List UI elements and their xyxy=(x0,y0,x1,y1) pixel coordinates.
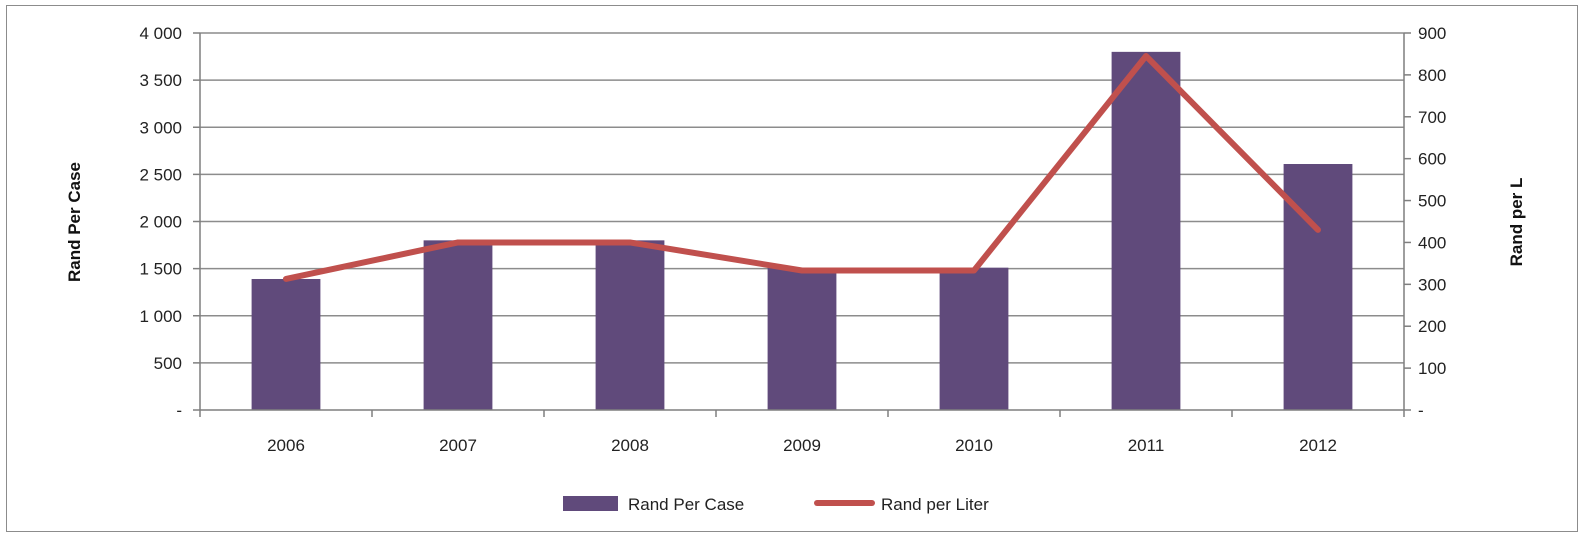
bar xyxy=(595,240,665,410)
y-tick-label: 1 000 xyxy=(139,307,182,326)
y2-tick-label: 100 xyxy=(1418,359,1446,378)
axes xyxy=(193,32,1411,417)
y-tick-label: 3 000 xyxy=(139,118,182,137)
bar xyxy=(423,240,493,410)
bar xyxy=(1283,164,1353,410)
bar xyxy=(939,267,1009,410)
y2-tick-label: 700 xyxy=(1418,108,1446,127)
y-tick-label: - xyxy=(176,401,182,420)
line-point xyxy=(1317,228,1319,231)
y-tick-label: 500 xyxy=(154,354,182,373)
x-tick-label: 2009 xyxy=(783,436,821,455)
line-point xyxy=(1145,55,1147,58)
legend-label-rand-per-case: Rand Per Case xyxy=(628,495,744,514)
legend: Rand Per Case Rand per Liter xyxy=(563,495,989,514)
bar xyxy=(767,267,837,410)
bar xyxy=(251,278,321,410)
bar xyxy=(1111,51,1181,410)
y2-tick-label: 400 xyxy=(1418,233,1446,252)
x-tick-label: 2010 xyxy=(955,436,993,455)
y-axis-title: Rand Per Case xyxy=(65,162,84,282)
y-tick-label: 2 000 xyxy=(139,213,182,232)
x-tick-label: 2007 xyxy=(439,436,477,455)
y-tick-label: 3 500 xyxy=(139,71,182,90)
legend-label-rand-per-liter: Rand per Liter xyxy=(881,495,989,514)
y-tick-label: 4 000 xyxy=(139,24,182,43)
line-series-rand-per-liter xyxy=(283,53,1321,282)
y-tick-label: 2 500 xyxy=(139,165,182,184)
x-tick-label: 2011 xyxy=(1128,436,1165,455)
y2-tick-label: 600 xyxy=(1418,150,1446,169)
legend-swatch-rand-per-case xyxy=(563,496,618,511)
y2-tick-label: 900 xyxy=(1418,24,1446,43)
y2-tick-label: 300 xyxy=(1418,275,1446,294)
y2-tick-label: 800 xyxy=(1418,66,1446,85)
y-tick-label: 1 500 xyxy=(139,260,182,279)
line-point xyxy=(457,241,459,244)
y2-tick-label: 200 xyxy=(1418,317,1446,336)
gridlines xyxy=(200,32,1404,364)
line-point xyxy=(801,269,803,272)
bar-series-rand-per-case xyxy=(251,51,1353,410)
y2-tick-label: 500 xyxy=(1418,192,1446,211)
line-point xyxy=(285,277,287,280)
x-tick-label: 2006 xyxy=(267,436,305,455)
y2-tick-label: - xyxy=(1418,401,1424,420)
x-tick-label: 2008 xyxy=(611,436,649,455)
y2-axis-title: Rand per L xyxy=(1507,178,1526,267)
x-tick-label: 2012 xyxy=(1299,436,1337,455)
tick-labels: - 500 1 000 1 500 2 000 2 500 3 000 3 500 4 000 -… xyxy=(139,24,1446,455)
line-point xyxy=(973,269,975,272)
line-point xyxy=(629,241,631,244)
